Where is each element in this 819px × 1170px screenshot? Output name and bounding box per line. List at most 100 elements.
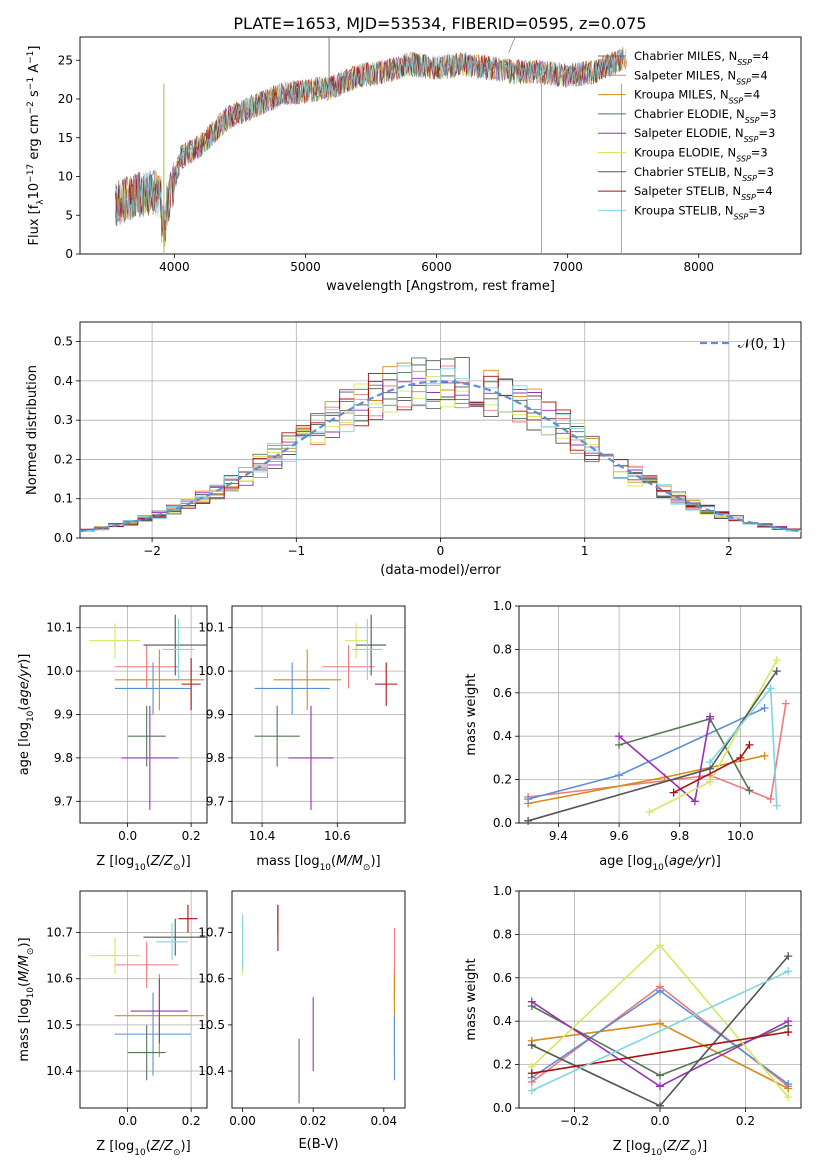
legend-model: Salpeter STELIB, N — [634, 184, 741, 198]
legend-entry: Kroupa ELODIE, NSSP=3 — [634, 146, 768, 164]
axis-label: age [log10(age/yr)] — [599, 854, 721, 873]
label-part: −17 — [26, 164, 36, 183]
weight-marker — [772, 656, 781, 665]
label-part: 10 — [652, 863, 664, 873]
label-part: )] — [17, 654, 32, 664]
label-part: ( — [17, 706, 32, 711]
label-part: ⊙ — [173, 1148, 181, 1158]
y-tick-label: 10.1 — [46, 621, 73, 635]
label-part: 10 — [26, 710, 36, 722]
x-tick-label: 5000 — [290, 260, 321, 274]
plot-frame — [518, 605, 802, 824]
axis-label: Z [log10(Z/Z⊙)] — [613, 1139, 707, 1158]
legend-sub: SSP — [742, 173, 757, 182]
label-part: ⊙ — [173, 863, 181, 873]
label-part: ( — [146, 1139, 151, 1154]
label-part: log — [631, 1139, 651, 1154]
x-tick-label: −1 — [287, 544, 305, 558]
weight-marker — [706, 712, 715, 721]
legend-model: Kroupa MILES, N — [634, 88, 729, 102]
mass-vs-Z-panel: 0.0 0.210.410.510.610.7Z [log10(Z/Z⊙)]mas… — [17, 890, 208, 1158]
label-part: Z [ — [96, 1139, 114, 1154]
weight-marker — [784, 1080, 793, 1089]
x-tick-label: 10.4 — [249, 829, 276, 843]
residuals-panel: −2 −1 0 1 2 0.0 0.1 0.2 0.3 0.4 0.5 𝒩(0, 1) (data-mo… — [25, 321, 802, 578]
x-tick-label: 0 — [437, 544, 445, 558]
histogram-7 — [80, 360, 801, 532]
y-tick-label: 9.9 — [54, 708, 73, 722]
legend-model: Chabrier ELODIE, N — [634, 107, 745, 121]
y-axis-label: mass weight — [464, 673, 479, 755]
label-part: M/M — [17, 955, 32, 982]
y-tick-label: 0.1 — [54, 492, 73, 506]
x-tick-label: 10.6 — [324, 829, 351, 843]
label-part: )] — [697, 1139, 707, 1154]
label-part: ( — [146, 854, 151, 869]
weight-marker — [784, 1017, 793, 1026]
legend-model: Salpeter MILES, N — [634, 68, 736, 82]
y-tick-label: 10.6 — [46, 972, 73, 986]
label-part: )] — [181, 854, 191, 869]
y-axis-label: mass weight — [464, 958, 479, 1040]
spectrum-panel: 4000 5000 6000 7000 8000 0 5 10 15 20 25 wavelength… — [26, 36, 802, 294]
label-part: )] — [370, 854, 380, 869]
y-tick-label: 20 — [58, 92, 73, 106]
y-tick-label: 1.0 — [493, 599, 512, 613]
label-part: ( — [662, 1139, 667, 1154]
y-tick-label: 10.7 — [46, 926, 73, 940]
weight-marker — [615, 732, 624, 741]
legend-entry: Chabrier MILES, NSSP=4 — [634, 49, 769, 67]
legend-entry: Chabrier ELODIE, NSSP=3 — [634, 107, 776, 125]
x-tick-label: −2 — [143, 544, 161, 558]
weight-marker — [766, 795, 775, 804]
x-tick-label: 0.2 — [736, 1114, 755, 1128]
y-tick-label: 0.8 — [493, 927, 512, 941]
label-part: mass [ — [256, 854, 299, 869]
label-part: ( — [664, 854, 669, 869]
weight-marker — [745, 786, 754, 795]
y-tick-label: 0.2 — [54, 452, 73, 466]
y-tick-label: 25 — [58, 53, 73, 67]
y-tick-label: 0.0 — [493, 1101, 512, 1115]
y-tick-label: 9.8 — [206, 751, 225, 765]
legend-sub: SSP — [734, 212, 749, 221]
x-tick-label: 10.0 — [727, 829, 754, 843]
label-part: A — [27, 64, 42, 77]
label-part: 10 — [27, 183, 42, 200]
y-tick-label: 9.7 — [206, 794, 225, 808]
weight-marker — [656, 1082, 664, 1091]
axis-label: Z [log10(Z/Z⊙)] — [96, 854, 190, 873]
legend-nssp: =4 — [756, 184, 773, 198]
plot-frame — [79, 321, 802, 539]
label-part: Z [ — [613, 1139, 631, 1154]
x-axis-label: wavelength [Angstrom, rest frame] — [326, 279, 555, 294]
y-tick-label: 10 — [58, 170, 73, 184]
label-part: )] — [17, 937, 32, 947]
label-part: −2 — [26, 101, 36, 114]
label-part: 10 — [134, 1148, 146, 1158]
label-part: Z [ — [96, 854, 114, 869]
label-part: )] — [181, 1139, 191, 1154]
spectrum-line-9 — [115, 48, 623, 236]
weight-vs-Z-panel: −0.2 0.0 0.2 0.0 0.2 0.4 0.6 0.8 1.0 Z [log10(Z/Z… — [464, 884, 802, 1158]
legend-sub: SSP — [744, 135, 759, 144]
y-tick-label: 0.4 — [54, 374, 73, 388]
y-tick-label: 10.1 — [198, 621, 225, 635]
label-part: M/M — [336, 854, 363, 869]
axis-label: Z [log10(Z/Z⊙)] — [96, 1139, 190, 1158]
y-tick-label: 0.4 — [493, 729, 512, 743]
x-tick-label: 0.00 — [229, 1114, 256, 1128]
weight-marker — [766, 684, 775, 693]
axis-label: Flux [fλ10−17 erg cm−2 s−1 A−1] — [26, 46, 46, 246]
legend-sub: SSP — [741, 193, 756, 202]
label-part: log — [300, 854, 320, 869]
y-tick-label: 0.5 — [54, 335, 73, 349]
y-tick-label: 0.2 — [493, 1058, 512, 1072]
legend-model: Kroupa STELIB, N — [634, 203, 734, 217]
figure-title: PLATE=1653, MJD=53534, FIBERID=0595, z=0… — [233, 14, 646, 33]
normal-curve — [79, 380, 802, 533]
label-part: ⊙ — [689, 1148, 697, 1158]
y-tick-label: 10.5 — [198, 1018, 225, 1032]
x-tick-label: 6000 — [421, 260, 452, 274]
